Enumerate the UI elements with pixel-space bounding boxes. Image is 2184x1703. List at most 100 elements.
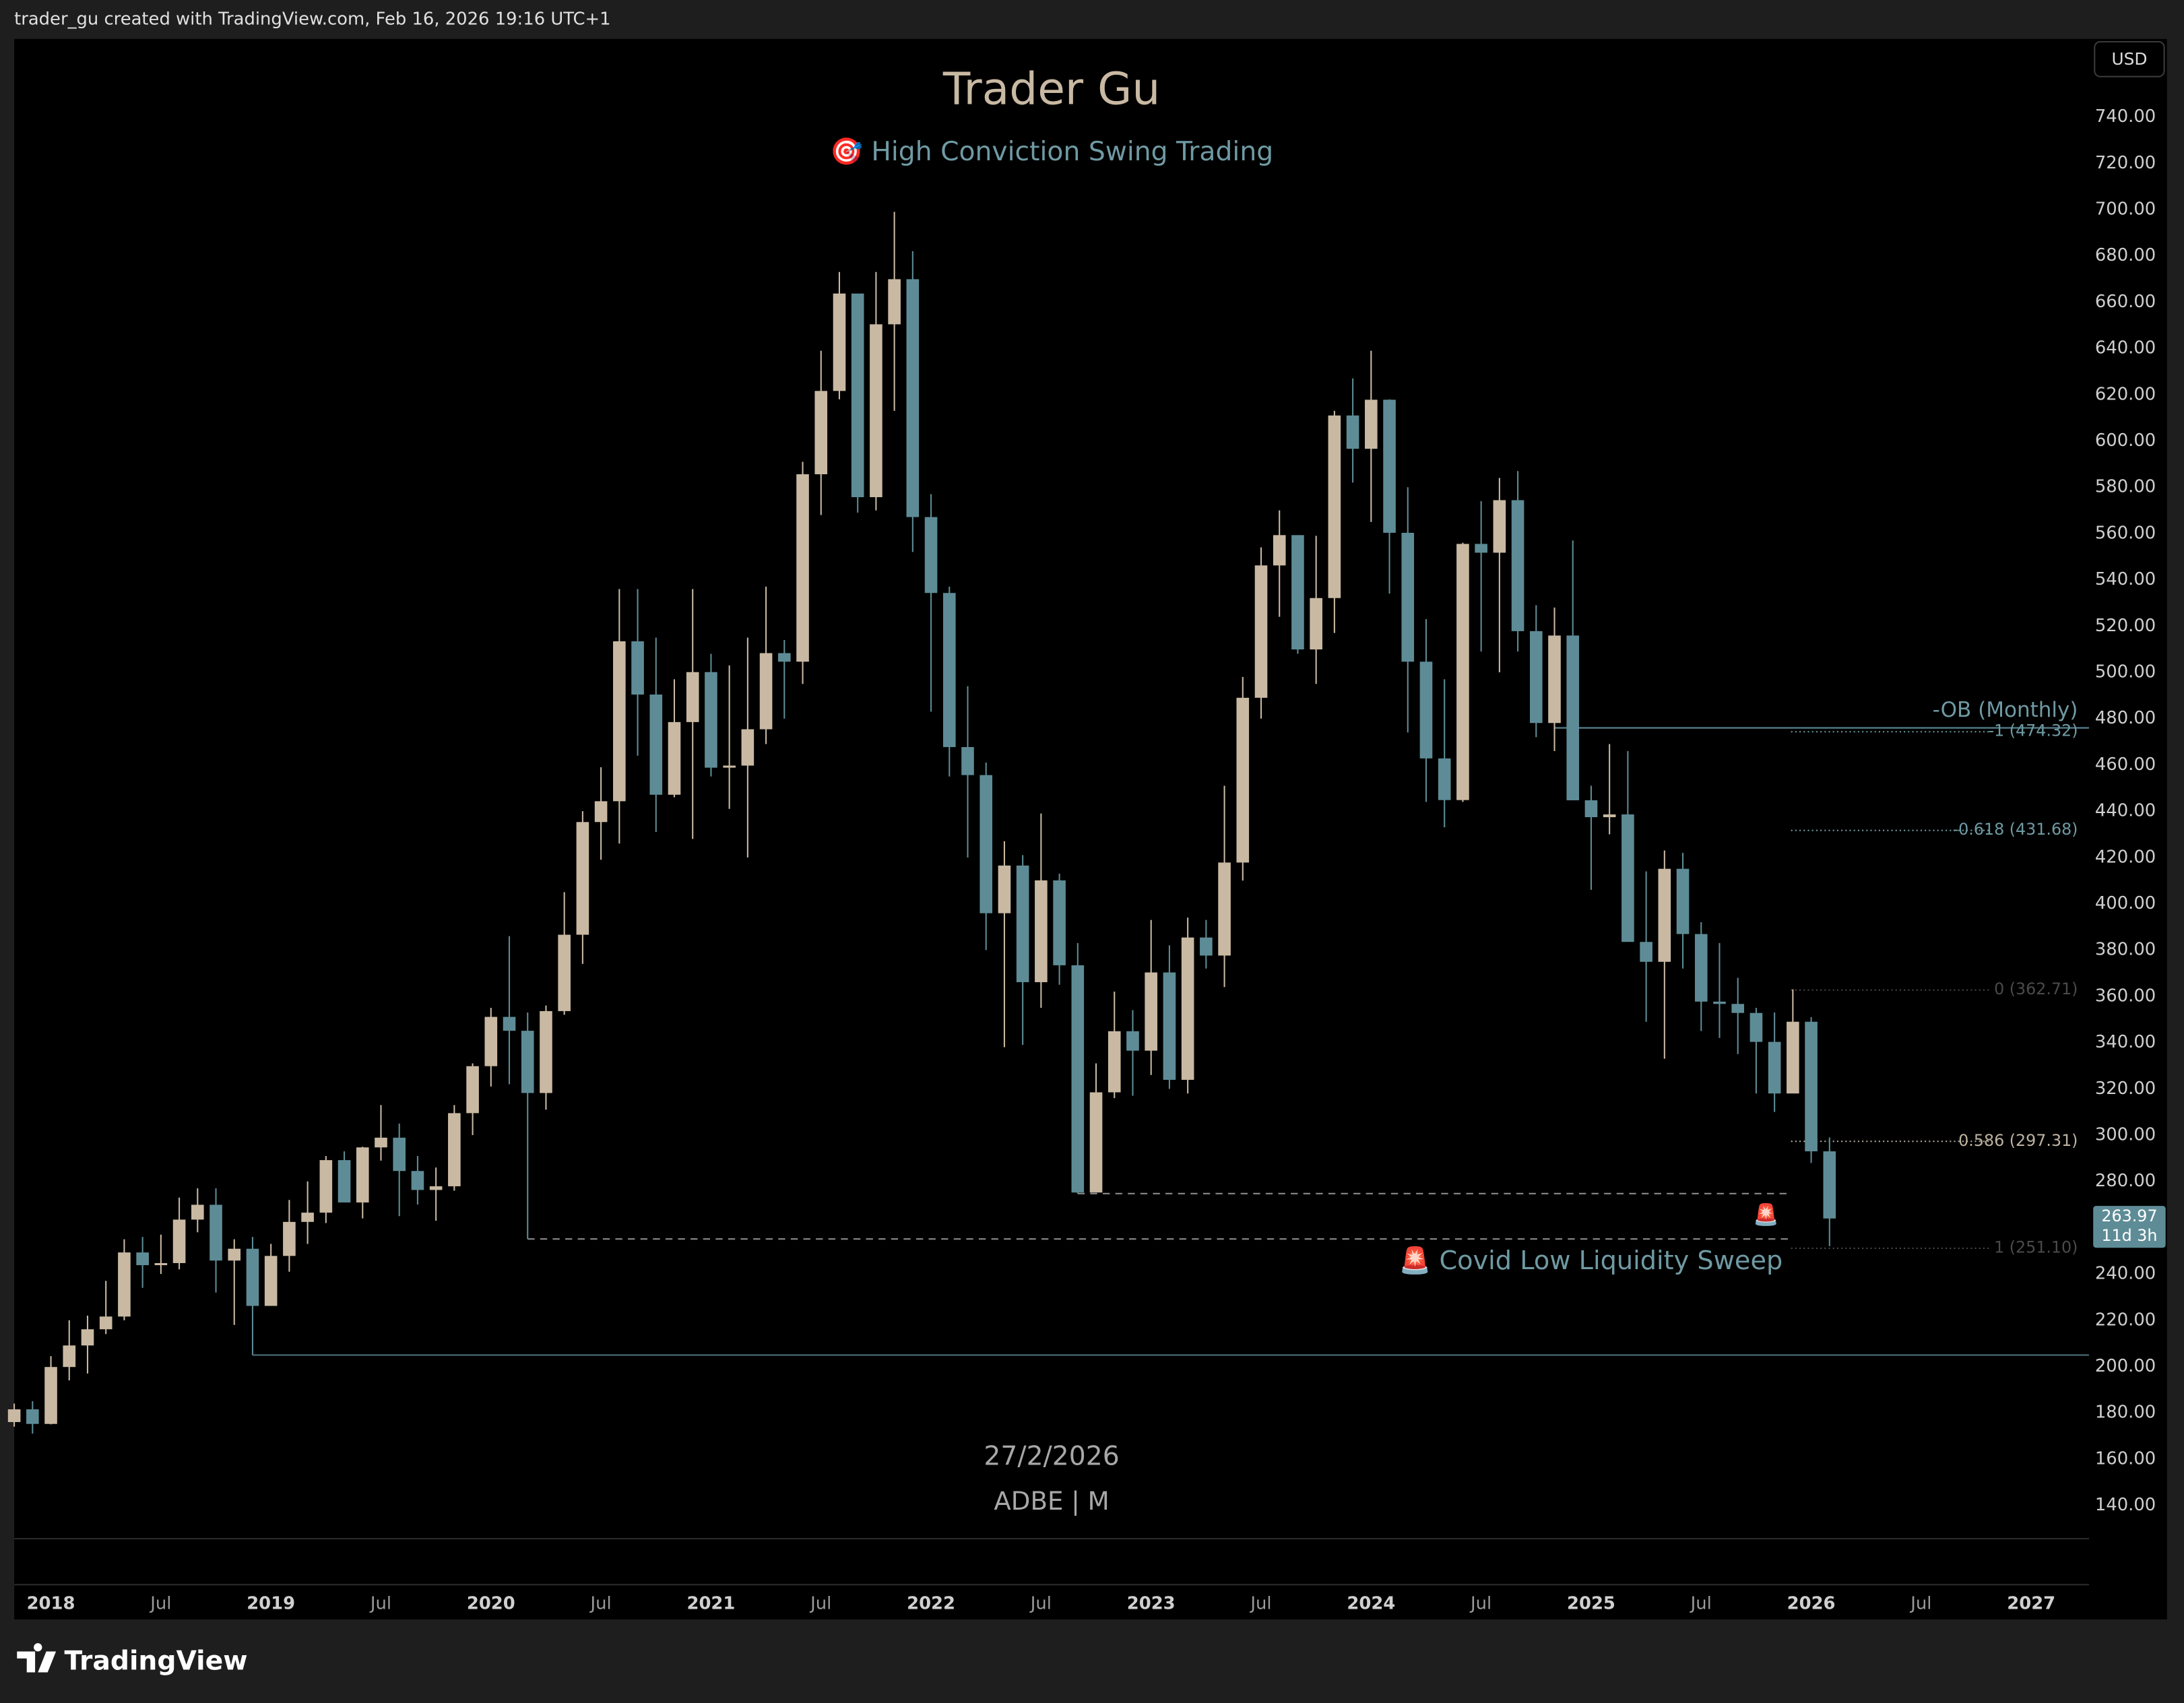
candle-body [870,324,882,498]
candle-body [540,1010,552,1093]
y-tick-label: 140.00 [2095,1495,2156,1515]
y-tick-label: 720.00 [2095,153,2156,173]
x-tick-label: Jul [1469,1594,1491,1614]
fib-label: 1 (251.10) [1994,1238,2078,1256]
candle-body [778,653,791,662]
candle-body [503,1017,516,1031]
candle-body [1236,697,1250,863]
x-tick-label: Jul [369,1594,391,1614]
candle-body [1658,868,1671,962]
x-tick-label: Jul [589,1594,612,1614]
axes: 740.00 720.00 700.00 680.00 660.00 640.00 620.… [27,106,2166,1614]
x-tick-label: 2019 [247,1594,295,1614]
x-tick-label: Jul [809,1594,831,1614]
candle-body [521,1031,534,1093]
y-tick-label: 420.00 [2095,847,2156,867]
candle-body [1713,1001,1726,1004]
candle-body [1640,942,1652,962]
fib-label: 0.586 (297.31) [1958,1131,2078,1150]
candle-body [924,517,938,593]
candle-body [906,279,920,517]
candle-body [814,391,828,474]
candle-body [1200,937,1213,956]
title: Trader Gu [942,63,1160,115]
candle-body [172,1219,186,1263]
x-tick-label: Jul [1690,1594,1712,1614]
candle-body [851,293,864,498]
price-tag [2093,1206,2166,1248]
x-tick-label: 2020 [467,1594,515,1614]
candle-body [99,1316,113,1330]
candle-body [613,641,626,802]
subtitle: 🎯 High Conviction Swing Trading [830,137,1273,167]
candle-body [319,1160,333,1213]
candles [7,212,1836,1434]
candle-body [283,1221,296,1256]
candle-body [1401,532,1415,662]
candle-body [7,1409,21,1422]
sweep-label: 🚨 Covid Low Liquidity Sweep [1399,1246,1783,1276]
candle-body [942,593,956,747]
candle-body [888,279,901,325]
candle-body [1584,800,1598,818]
candle-body [246,1248,259,1306]
candle-body [1035,880,1048,982]
candle-body [649,695,663,795]
candle-body [594,801,608,823]
x-tick-label: Jul [1909,1594,1931,1614]
currency[interactable]: USD [2111,49,2147,69]
candle-body [686,672,699,722]
x-tick-label: Jul [1029,1594,1052,1614]
y-tick-label: 700.00 [2095,199,2156,220]
x-tick-label: 2022 [907,1594,955,1614]
header: trader_gu created with TradingView.com, … [14,9,611,29]
candle-body [723,765,736,768]
candle-body [998,865,1011,913]
candle-body [301,1213,314,1222]
candle-body [741,729,754,766]
candle-body [1310,598,1322,650]
fib-label: 0 (362.71) [1994,979,2078,998]
candle-body [1328,415,1341,598]
y-tick-label: 440.00 [2095,801,2156,821]
candle-body [1181,937,1194,1080]
candle-body [1053,880,1066,965]
y-tick-label: 480.00 [2095,708,2156,728]
x-tick-label: 2024 [1347,1594,1395,1614]
candle-body [1768,1041,1781,1094]
y-tick-label: 240.00 [2095,1264,2156,1284]
candle-body [1218,862,1231,956]
y-tick-label: 360.00 [2095,986,2156,1006]
candle-body [1071,965,1085,1193]
countdown: 11d 3h [2101,1226,2157,1245]
currency-button[interactable] [2094,40,2165,77]
candle-body [81,1329,94,1346]
fib-label: -0.618 (431.68) [1953,820,2078,839]
candle-body [210,1204,222,1261]
candle-body [705,672,717,768]
candle-body [1126,1031,1139,1051]
candle-body [1456,544,1469,800]
candle-body [1548,635,1561,724]
candle-body [264,1256,278,1306]
y-tick-label: 380.00 [2095,940,2156,960]
candle-body [979,775,993,913]
candle-body [1089,1092,1103,1193]
candle-body [356,1147,369,1202]
candle-body [484,1017,498,1066]
y-tick-label: 160.00 [2095,1448,2156,1469]
candle-body [411,1171,424,1190]
candle-body [375,1137,387,1148]
logo: TradingView [17,1643,248,1677]
candle-body [191,1204,204,1220]
candle-body [1254,565,1268,698]
candle-body [1419,662,1433,759]
candle-body [1145,972,1157,1051]
candle-body [961,746,974,775]
candle-body [1291,535,1304,650]
candle-body [466,1066,479,1114]
y-tick-label: 340.00 [2095,1032,2156,1052]
levels: -OB (Monthly)-1 (474.32) -0.618 (431.68) 0… [252,698,2090,1356]
candle-body [759,653,773,730]
